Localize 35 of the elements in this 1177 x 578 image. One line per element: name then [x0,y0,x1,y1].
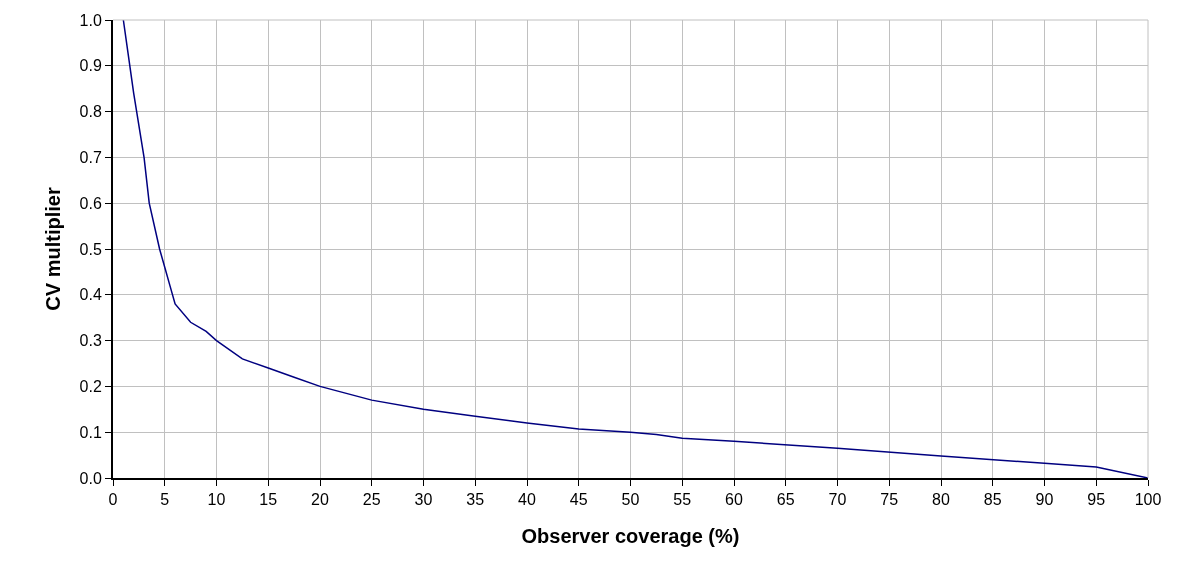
y-tick-label: 0.1 [79,423,102,441]
y-tick-label: 0.6 [79,194,102,212]
x-tick-label: 55 [673,491,692,509]
x-tick-label: 5 [160,491,170,509]
y-axis-title: CV multiplier [41,187,64,311]
x-tick-label: 65 [776,491,795,509]
x-axis-title: Observer coverage (%) [521,525,740,548]
y-tick-label: 0.9 [79,57,102,75]
y-tick-label: 0.5 [79,240,102,258]
x-tick-label: 15 [259,491,278,509]
x-tick-label: 50 [621,491,640,509]
x-tick-label: 25 [362,491,381,509]
y-tick-label: 0.0 [79,469,102,487]
x-tick-label: 85 [983,491,1002,509]
y-tick-label: 0.2 [79,378,102,395]
x-tick-label: 75 [880,491,899,509]
y-tick-label: 1.0 [79,11,102,29]
x-tick-label: 45 [569,491,588,509]
x-tick-label: 70 [828,491,847,509]
y-tick-label: 0.3 [79,332,102,350]
x-tick-label: 80 [932,491,950,509]
line-series [122,20,1148,478]
y-tick-label: 0.4 [79,286,102,304]
x-tick-label: 30 [414,491,433,509]
y-tick-label: 0.8 [79,103,102,121]
y-tick-label: 0.7 [79,149,102,166]
x-tick-label: 35 [466,491,485,509]
x-tick-label: 100 [1134,491,1162,509]
x-tick-label: 40 [518,491,536,509]
x-tick-label: 0 [108,491,118,509]
x-tick-label: 10 [207,491,226,509]
x-tick-label: 60 [725,491,743,509]
x-tick-label: 20 [311,491,329,509]
x-tick-label: 90 [1035,491,1054,509]
x-tick-label: 95 [1087,491,1106,509]
